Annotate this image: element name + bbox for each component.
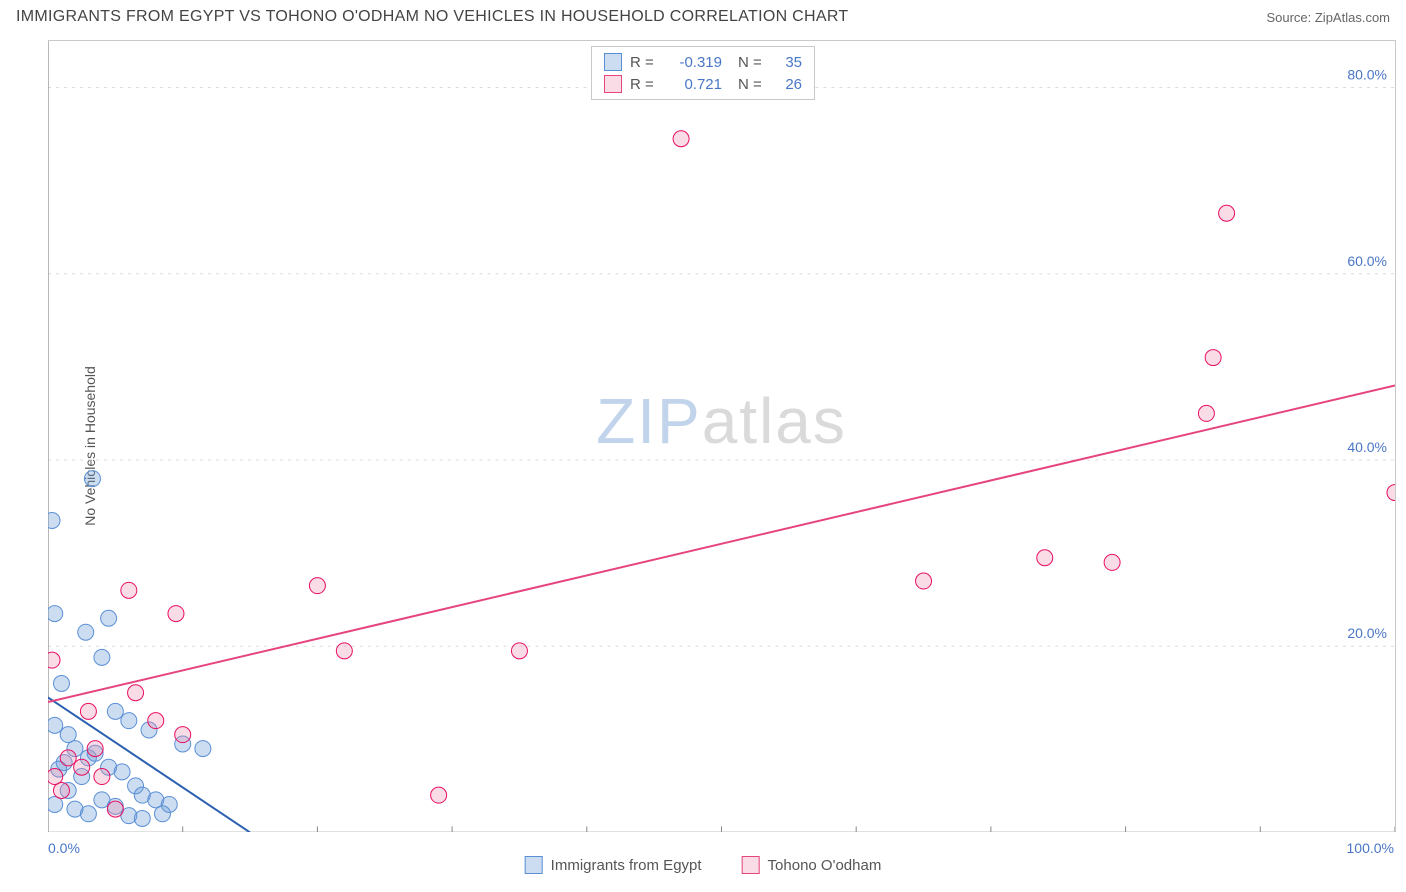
stats-r-label-1: R =	[630, 76, 658, 93]
scatter-plot: 20.0% 40.0% 60.0% 80.0%	[48, 41, 1395, 832]
svg-text:60.0%: 60.0%	[1347, 253, 1387, 269]
legend-swatch-0	[525, 856, 543, 874]
stats-n-val-1: 26	[774, 76, 802, 93]
legend-swatch-1	[742, 856, 760, 874]
stats-r-val-1: 0.721	[666, 76, 722, 93]
svg-text:80.0%: 80.0%	[1347, 67, 1387, 83]
chart-area: 20.0%40.0%60.0%80.0% ZIPatlas	[48, 40, 1396, 832]
svg-text:20.0%: 20.0%	[1347, 625, 1387, 641]
source-label: Source: ZipAtlas.com	[1266, 10, 1390, 25]
legend-label-1: Tohono O'odham	[768, 857, 882, 874]
stats-n-label-1: N =	[738, 76, 766, 93]
stats-row-0: R = -0.319 N = 35	[604, 51, 802, 73]
x-tick-1: 100.0%	[1347, 840, 1394, 856]
x-tick-0: 0.0%	[48, 840, 80, 856]
stats-r-label-0: R =	[630, 54, 658, 71]
chart-title: IMMIGRANTS FROM EGYPT VS TOHONO O'ODHAM …	[16, 8, 849, 26]
svg-text:40.0%: 40.0%	[1347, 439, 1387, 455]
stats-swatch-1	[604, 75, 622, 93]
stats-row-1: R = 0.721 N = 26	[604, 73, 802, 95]
legend: Immigrants from Egypt Tohono O'odham	[525, 856, 882, 874]
stats-n-label-0: N =	[738, 54, 766, 71]
legend-item-1: Tohono O'odham	[742, 856, 882, 874]
legend-label-0: Immigrants from Egypt	[551, 857, 702, 874]
stats-box: R = -0.319 N = 35 R = 0.721 N = 26	[591, 46, 815, 100]
stats-n-val-0: 35	[774, 54, 802, 71]
stats-r-val-0: -0.319	[666, 54, 722, 71]
stats-swatch-0	[604, 53, 622, 71]
title-bar: IMMIGRANTS FROM EGYPT VS TOHONO O'ODHAM …	[0, 0, 1406, 36]
legend-item-0: Immigrants from Egypt	[525, 856, 702, 874]
